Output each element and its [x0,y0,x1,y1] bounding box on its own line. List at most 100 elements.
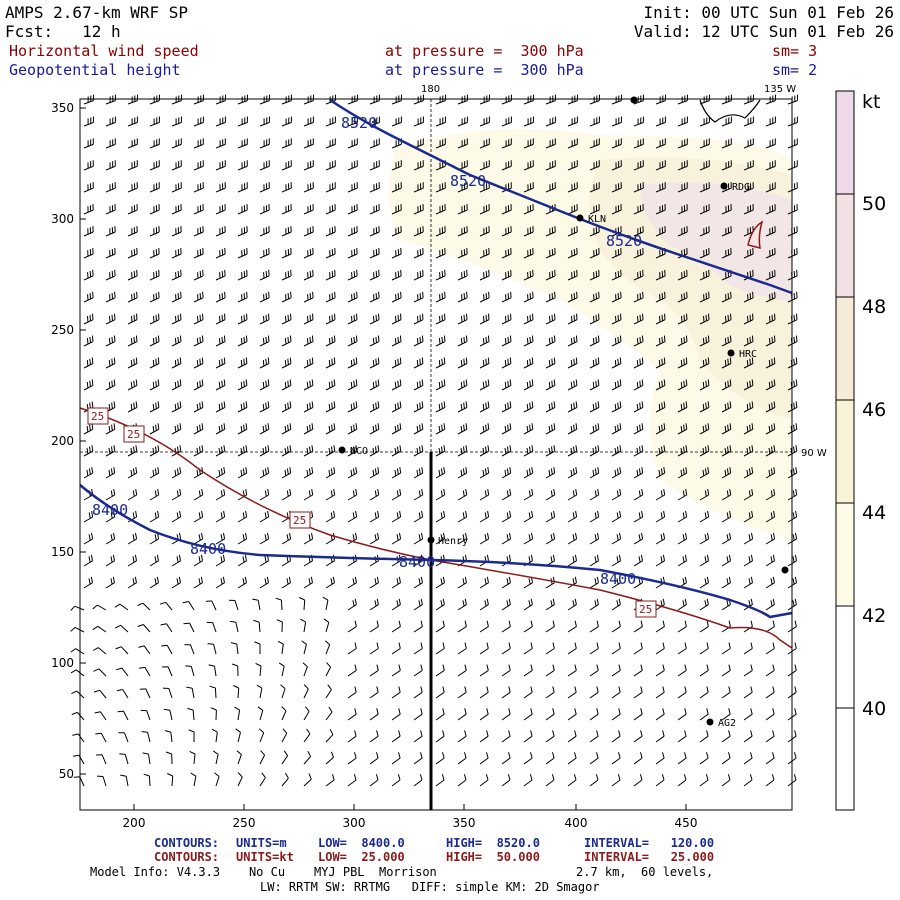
meridian-label-135w: 135 W [764,84,796,95]
wind-barb [281,335,292,347]
wind-barb [259,576,269,589]
wind-barb [391,730,401,743]
wind-barb [589,576,599,589]
wind-barb [127,357,138,369]
wind-barb [721,182,732,193]
wind-barb [303,750,312,765]
wind-barb [237,554,247,567]
wind-barb [435,752,445,765]
wind-barb [787,94,798,105]
wind-barb [347,467,358,479]
wind-barb [435,138,446,149]
wind-barb [83,554,93,567]
wind-barb [237,510,248,523]
wind-barb [127,226,138,237]
wind-barb [83,576,93,589]
wind-barb [655,708,665,721]
wind-barb [325,138,336,149]
wind-barb [765,116,776,127]
wind-barb [479,445,490,457]
wind-barb [765,642,775,655]
wind-barb [171,335,182,347]
wind-barb [721,752,731,765]
wind-barb [611,708,621,721]
wind-barb [501,335,512,347]
wind-barb [116,667,129,677]
valid-time: Valid: 12 UTC Sun 01 Feb 26 [633,22,894,41]
wind-barb [677,620,687,633]
wind-barb [501,576,511,589]
wind-barb [523,160,534,171]
wind-barb [391,379,402,391]
wind-barb [391,423,402,435]
wind-barb [281,291,292,303]
wind-barb [127,247,138,259]
wind-barb [281,247,292,259]
wind-barb [743,423,754,435]
wind-barb [479,357,490,369]
wind-barb [391,620,401,633]
wind-barb [324,640,331,655]
wind-barb [391,774,401,787]
wind-barb [83,269,94,281]
wind-barb [302,662,308,677]
wind-barb [611,642,621,655]
wind-barb [258,728,265,743]
wind-barb [105,401,116,413]
wind-barb [127,291,138,303]
wind-barb [391,226,402,237]
wind-barb [765,247,776,259]
wind-barb [298,597,306,611]
wind-barb [105,204,116,215]
wind-barb [149,401,160,413]
wind-barb [479,752,489,765]
wind-barb [259,204,270,215]
wind-barb [435,401,446,413]
wind-barb [71,711,85,721]
wind-barb [699,532,710,545]
wind-barb [325,182,336,193]
wind-barb [105,138,116,149]
wind-barb [369,116,380,127]
wind-barb [391,642,401,655]
wind-barb [149,576,159,589]
wind-barb [567,686,577,699]
wind-barb [765,357,776,369]
wind-barb [545,116,556,127]
wind-barb [185,665,195,677]
wind-barb [391,532,402,545]
contour-units-height: UNITS=m [236,836,287,850]
wind-barb [721,313,732,325]
wind-barb [369,708,379,721]
wind-barb [413,423,424,435]
wind-barb [523,357,534,369]
wind-barb [92,604,107,611]
wind-barb [655,752,665,765]
wind-barb [721,708,731,721]
wind-barb [259,750,266,765]
height-label: 8400 [92,501,128,519]
wind-barb [325,379,336,391]
wind-barb [765,313,776,325]
wind-barb [325,729,334,743]
wind-barb [347,708,357,721]
wind-barb [611,554,621,567]
wind-barb [655,160,666,171]
contour-low-height: LOW= 8400.0 [318,836,405,850]
wind-barb [325,247,336,259]
wind-barb [237,204,248,215]
wind-barb [743,313,754,325]
wind-barb [95,732,107,743]
wind-barb [83,313,94,325]
wind-barb [325,576,335,589]
wind-barb [677,160,688,171]
wind-barb [189,750,196,765]
wind-barb [413,510,424,523]
wind-barb [193,116,204,127]
wind-barb [193,335,204,347]
wind-barb [105,554,115,567]
wind-barb [567,664,577,677]
wind-barb [193,357,204,369]
wind-barb [435,335,446,347]
wind-barb [105,313,116,325]
